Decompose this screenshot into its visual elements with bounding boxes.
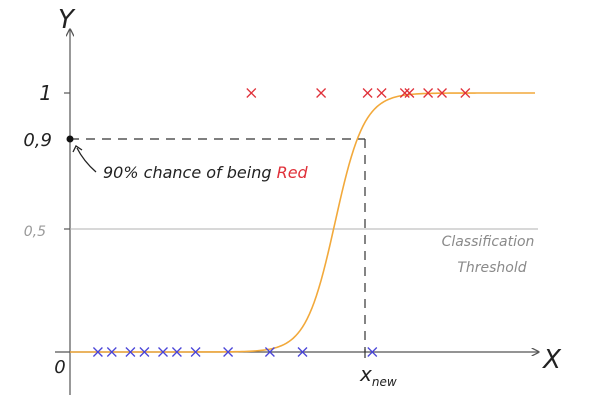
x-new-subscript: new (372, 375, 397, 389)
origin-label: 0 (54, 357, 65, 378)
y-tick-label-0-5: 0,5 (24, 224, 46, 240)
blue-marker (125, 347, 136, 357)
red-marker (362, 88, 373, 98)
red-marker (399, 88, 410, 98)
blue-marker (190, 347, 201, 357)
blue-marker (264, 347, 275, 357)
annotation-text: 90% chance of being Red (103, 163, 309, 182)
blue-marker (367, 347, 378, 357)
annotation-arrow (76, 147, 97, 173)
red-marker (460, 88, 471, 98)
y-tick-label-0-9: 0,9 (23, 130, 52, 151)
data-points (92, 88, 471, 357)
x-new-tick-label: xnew (359, 362, 397, 389)
blue-marker (297, 347, 308, 357)
highlight-point (66, 135, 74, 143)
annotation-arrowhead (72, 145, 83, 153)
blue-marker (106, 347, 117, 357)
red-marker (316, 88, 327, 98)
threshold-label-line1: Classification (442, 234, 535, 250)
threshold-label-line2: Threshold (457, 260, 526, 276)
annotation-red-word: Red (277, 163, 309, 182)
blue-marker (223, 347, 234, 357)
blue-marker (139, 347, 150, 357)
blue-marker (171, 347, 182, 357)
red-marker (246, 88, 257, 98)
red-marker (437, 88, 447, 98)
sigmoid-curve (70, 92, 535, 353)
red-marker (423, 88, 434, 98)
y-axis-label: Y (58, 5, 76, 35)
x-axis-label: X (541, 345, 562, 375)
blue-marker (92, 347, 103, 357)
red-marker (376, 88, 387, 98)
annotation-prefix: 90% chance of being (103, 163, 277, 182)
blue-marker (158, 347, 168, 357)
y-tick-label-1: 1 (39, 81, 52, 105)
red-marker (404, 88, 415, 98)
